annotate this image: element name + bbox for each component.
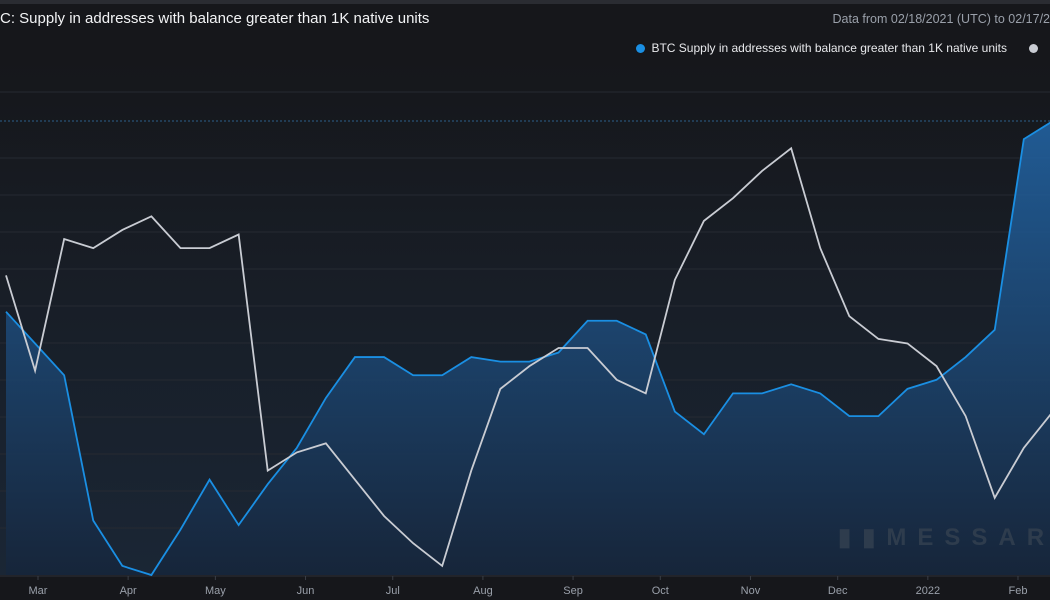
chart-title: C: Supply in addresses with balance grea…	[0, 10, 430, 27]
x-tick-label: Mar	[29, 585, 48, 597]
x-tick-label: Apr	[120, 585, 137, 597]
messari-watermark: ▮▮MESSARI	[838, 524, 1050, 551]
top-border	[0, 0, 1050, 4]
x-tick-label: Aug	[473, 585, 493, 597]
x-tick-label: Nov	[741, 585, 761, 597]
x-tick-label: Oct	[652, 585, 669, 597]
x-tick-label: Dec	[828, 585, 848, 597]
legend-dot-icon	[636, 43, 646, 53]
legend-item-second[interactable]	[1029, 43, 1038, 53]
x-tick-label: 2022	[916, 585, 940, 597]
date-range: Data from 02/18/2021 (UTC) to 02/17/2	[832, 12, 1050, 26]
x-tick-label: May	[205, 585, 226, 597]
legend: BTC Supply in addresses with balance gre…	[636, 41, 1050, 55]
x-tick-label: Jul	[386, 585, 400, 597]
legend-item-btc-supply[interactable]: BTC Supply in addresses with balance gre…	[636, 41, 1007, 55]
btc-supply-area	[6, 122, 1050, 575]
x-tick-label: Jun	[297, 585, 315, 597]
x-tick-label: Feb	[1008, 585, 1027, 597]
x-tick-label: Sep	[563, 585, 583, 597]
legend-label: BTC Supply in addresses with balance gre…	[651, 41, 1007, 55]
legend-dot-icon	[1029, 43, 1038, 53]
